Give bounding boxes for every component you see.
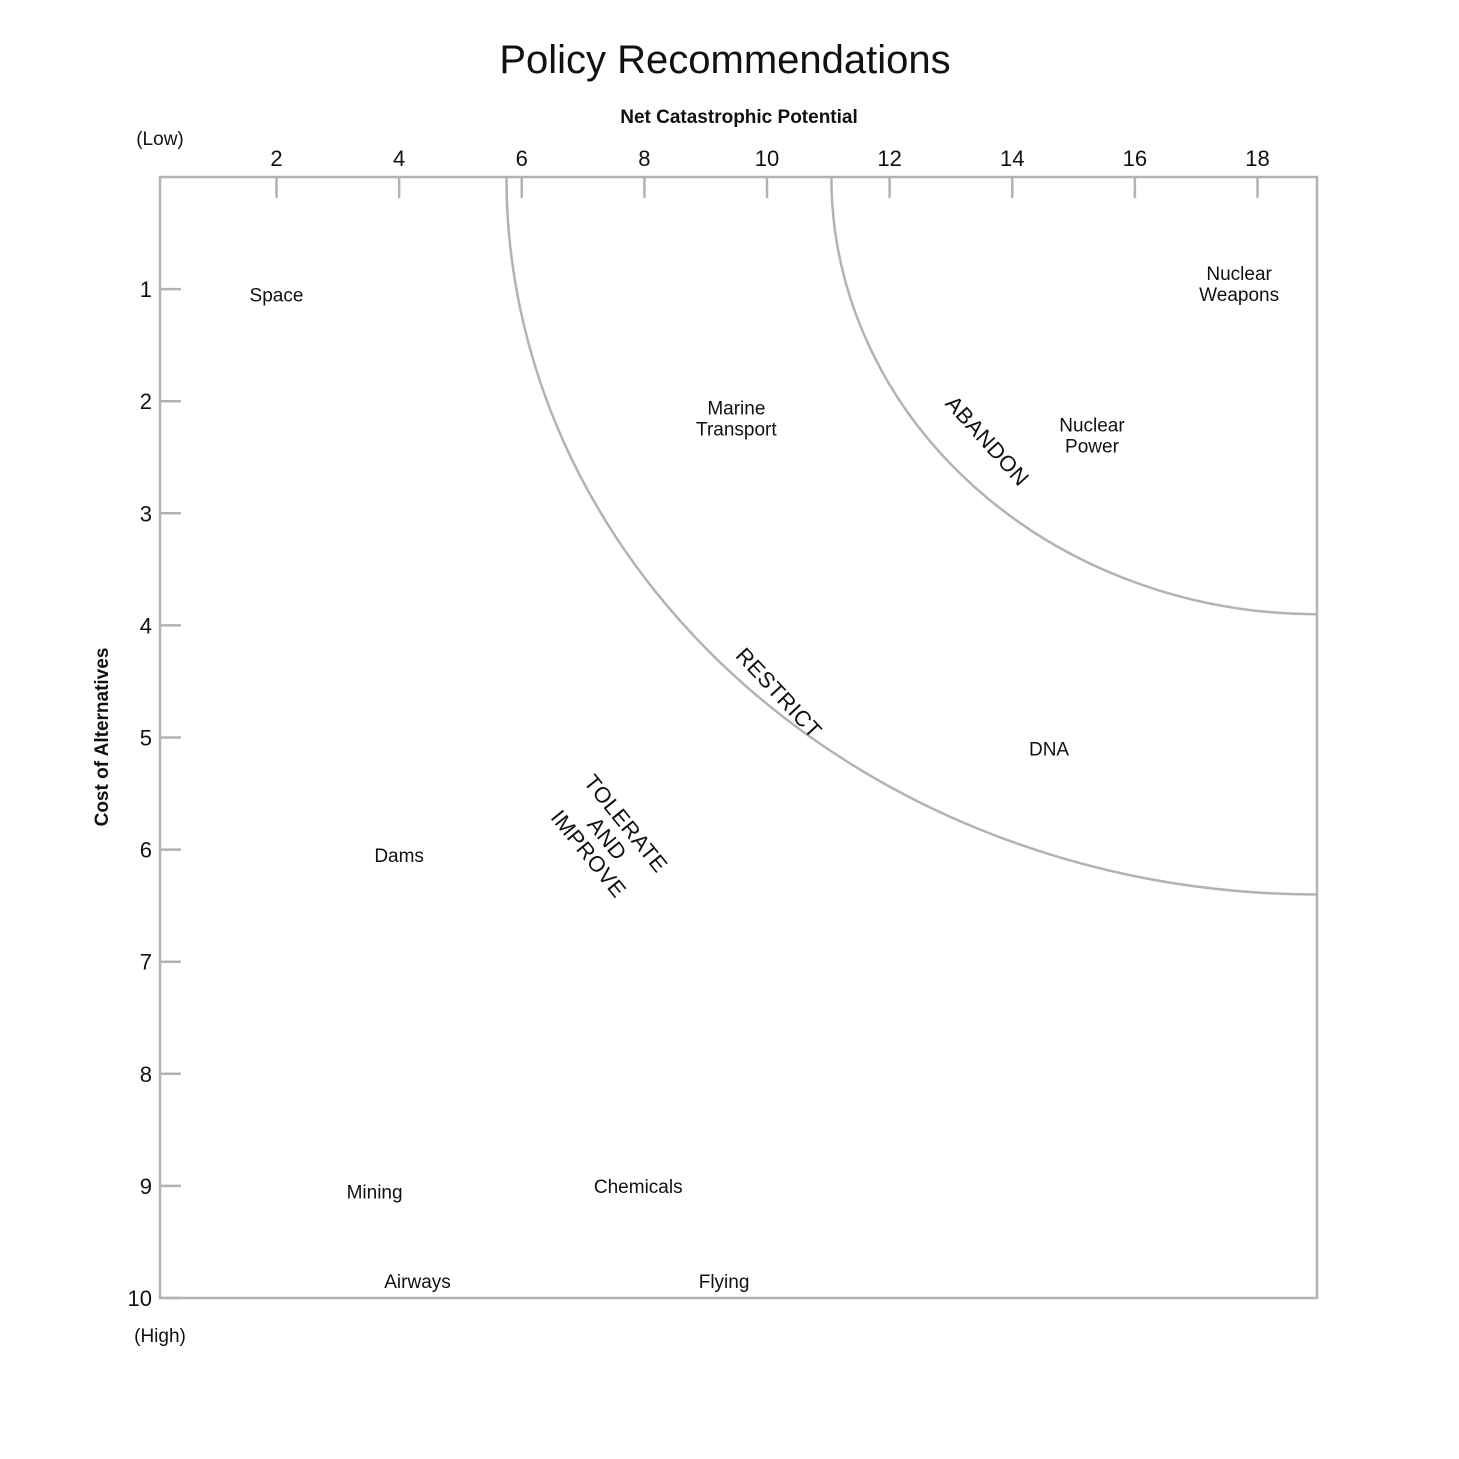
point-label-line: Mining: [347, 1183, 403, 1204]
zone-label: TOLERATEANDIMPROVE: [542, 770, 673, 908]
point-label-line: Marine: [707, 399, 765, 420]
point-label-line: Nuclear: [1059, 415, 1125, 436]
zone-label: RESTRICT: [731, 643, 827, 743]
y-tick-label: 6: [140, 838, 152, 863]
zone-boundaries: [505, 176, 1318, 896]
boundary-abandon: [830, 176, 1318, 616]
point-label-line: Nuclear: [1206, 264, 1272, 285]
x-tick-label: 8: [638, 146, 650, 171]
zone-label-line: ABANDON: [941, 391, 1035, 491]
point-label-line: Flying: [699, 1272, 750, 1293]
point-label: Nuclear Weapons: [1199, 264, 1279, 306]
x-tick-label: 10: [755, 146, 779, 171]
point-label-line: Weapons: [1199, 285, 1279, 306]
x-tick-label: 2: [270, 146, 282, 171]
x-tick-label: 12: [877, 146, 901, 171]
point-label-line: Chemicals: [594, 1177, 683, 1198]
y-tick-label: 10: [128, 1286, 152, 1311]
y-tick-label: 4: [140, 613, 152, 638]
point-label: Mining: [347, 1183, 403, 1204]
zone-labels: TOLERATEANDIMPROVE RESTRICT ABANDON: [542, 391, 1035, 908]
point-label-line: Power: [1065, 436, 1120, 457]
point-label: Nuclear Power: [1059, 415, 1125, 457]
point-label: Marine Transport: [696, 399, 777, 441]
y-axis-high-label: (High): [134, 1326, 186, 1347]
y-axis-low-label: (Low): [136, 129, 184, 150]
y-tick-label: 3: [140, 501, 152, 526]
point-label: Airways: [384, 1272, 451, 1293]
point-label: Dams: [374, 846, 424, 867]
x-axis-ticks: 2 4 6 8 10 12 14 16 18: [270, 146, 1270, 198]
point-label: DNA: [1029, 740, 1069, 761]
y-axis-ticks: 1 2 3 4 5 6 7 8 9 10: [128, 277, 181, 1311]
x-tick-label: 4: [393, 146, 405, 171]
y-tick-label: 2: [140, 389, 152, 414]
x-tick-label: 18: [1245, 146, 1269, 171]
point-label: Space: [250, 286, 304, 307]
y-tick-label: 9: [140, 1174, 152, 1199]
x-tick-label: 6: [516, 146, 528, 171]
x-tick-label: 14: [1000, 146, 1024, 171]
point-label-line: Dams: [374, 846, 424, 867]
boundary-restrict: [505, 176, 1318, 896]
x-tick-label: 16: [1123, 146, 1147, 171]
y-tick-label: 8: [140, 1062, 152, 1087]
point-label-line: Airways: [384, 1272, 451, 1293]
y-tick-label: 7: [140, 950, 152, 975]
y-axis-title: Cost of Alternatives: [92, 648, 113, 827]
point-label-line: Transport: [696, 420, 777, 441]
point-label-line: DNA: [1029, 740, 1069, 761]
zone-label-line: RESTRICT: [731, 643, 827, 743]
plot-frame: [158, 175, 1319, 1300]
point-label: Chemicals: [594, 1177, 683, 1198]
x-axis-title: Net Catastrophic Potential: [620, 107, 858, 128]
chart-title: Policy Recommendations: [499, 38, 950, 82]
y-tick-label: 1: [140, 277, 152, 302]
point-label: Flying: [699, 1272, 750, 1293]
zone-label: ABANDON: [941, 391, 1035, 491]
point-label-line: Space: [250, 286, 304, 307]
y-tick-label: 5: [140, 726, 152, 751]
